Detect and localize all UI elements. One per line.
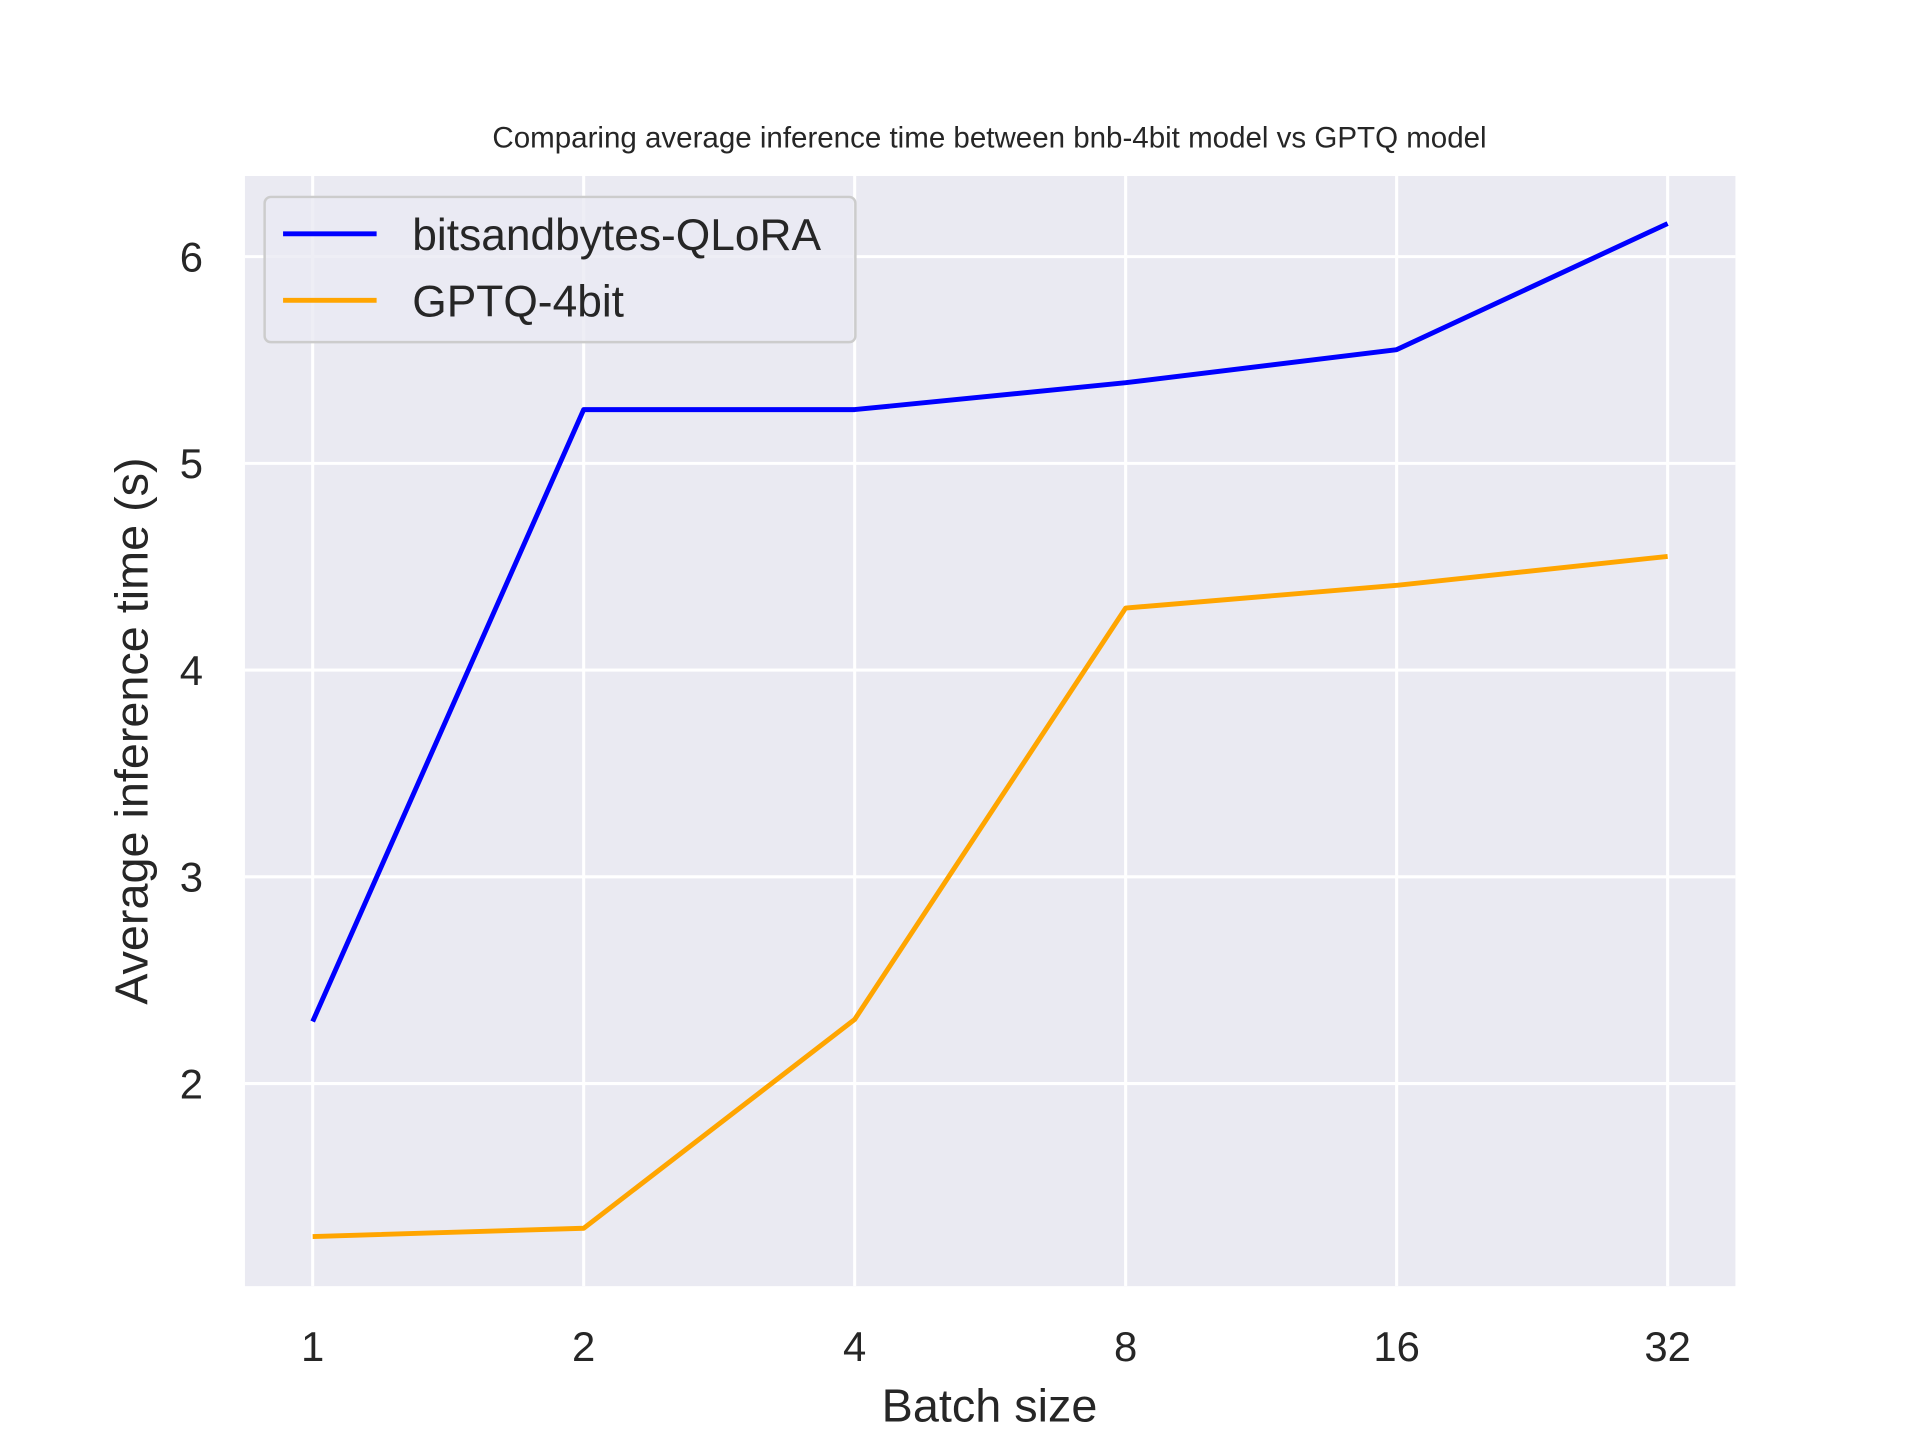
legend-label: bitsandbytes-QLoRA <box>412 211 821 260</box>
y-tick-label: 3 <box>180 854 203 901</box>
series-lines <box>310 221 1669 1239</box>
y-tick-label: 5 <box>180 440 203 487</box>
y-tick-label: 6 <box>180 233 203 280</box>
x-tick-label: 8 <box>1114 1323 1137 1370</box>
grid <box>244 176 1736 1287</box>
x-tick-label: 32 <box>1644 1323 1691 1370</box>
legend-label: GPTQ-4bit <box>412 277 624 326</box>
legend: bitsandbytes-QLoRA GPTQ-4bit <box>263 195 857 344</box>
chart-title: Comparing average inference time between… <box>492 122 1486 155</box>
x-tick-label: 16 <box>1373 1323 1420 1370</box>
x-tick-label: 1 <box>301 1323 324 1370</box>
series-line-0 <box>310 221 1669 1023</box>
plot-area <box>244 176 1736 1287</box>
y-tick-label: 2 <box>180 1060 203 1107</box>
legend-box <box>263 195 857 344</box>
series-line-1 <box>312 553 1668 1239</box>
y-tick-label: 4 <box>180 647 203 694</box>
y-axis-label: Average inference time (s) <box>106 457 158 1004</box>
y-tick-labels: 2 3 4 5 6 <box>180 233 203 1107</box>
x-tick-labels: 1 2 4 8 16 32 <box>301 1323 1691 1370</box>
x-tick-label: 4 <box>843 1323 866 1370</box>
x-axis-label: Batch size <box>882 1380 1098 1432</box>
x-tick-label: 2 <box>572 1323 595 1370</box>
